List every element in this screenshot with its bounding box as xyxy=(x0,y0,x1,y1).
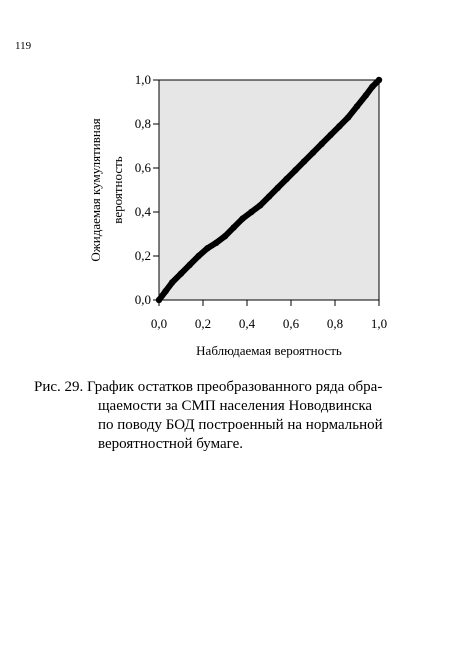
caption-line: Рис. 29. График остатков преобразованног… xyxy=(34,379,383,395)
x-tick-label: 0,2 xyxy=(195,316,211,331)
y-axis-label: Ожидаемая кумулятивная вероятность xyxy=(88,118,125,261)
x-tick-label: 0,6 xyxy=(283,316,300,331)
x-tick-label: 0,0 xyxy=(151,316,167,331)
data-point xyxy=(369,83,376,90)
data-point xyxy=(155,296,163,304)
y-tick-label: 0,4 xyxy=(135,204,152,219)
data-point xyxy=(230,224,237,231)
y-tick-label: 1,0 xyxy=(135,72,151,87)
y-tick-label: 0,0 xyxy=(135,292,151,307)
y-axis: 0,0 0,2 0,4 0,6 0,8 1,0 xyxy=(135,72,159,307)
data-point xyxy=(169,279,176,286)
x-tick-label: 0,8 xyxy=(327,316,343,331)
y-tick-label: 0,8 xyxy=(135,116,151,131)
data-point xyxy=(239,215,246,222)
data-point xyxy=(353,103,361,110)
data-point xyxy=(309,149,317,156)
data-point xyxy=(257,202,264,209)
data-point xyxy=(375,76,383,84)
data-point xyxy=(274,184,281,191)
data-point xyxy=(186,261,193,268)
series-group xyxy=(155,76,383,304)
data-point xyxy=(362,92,369,99)
data-point xyxy=(221,233,229,240)
figure-caption: Рис. 29. График остатков преобразованног… xyxy=(34,378,434,454)
data-point xyxy=(265,193,273,200)
caption-line: щаемости за СМП населения Новодвинска xyxy=(98,398,373,414)
data-point xyxy=(301,158,308,165)
data-point xyxy=(345,114,352,121)
data-point xyxy=(336,123,343,130)
plot-area xyxy=(158,79,380,301)
data-point xyxy=(204,245,211,252)
x-axis: 0,0 0,2 0,4 0,6 0,8 1,0 xyxy=(151,300,387,331)
data-point xyxy=(162,288,169,295)
data-point xyxy=(327,131,334,139)
y-axis-label-line: вероятность xyxy=(110,156,125,223)
data-point xyxy=(177,270,185,277)
data-point xyxy=(283,175,290,183)
data-point xyxy=(318,140,325,147)
y-tick-label: 0,6 xyxy=(135,160,152,175)
x-tick-label: 0,4 xyxy=(239,316,256,331)
x-tick-label: 1,0 xyxy=(371,316,387,331)
data-point xyxy=(292,167,299,174)
y-tick-label: 0,2 xyxy=(135,248,151,263)
page-number: 119 xyxy=(15,40,32,52)
caption-line: по поводу БОД построенный на нормальной xyxy=(98,417,383,433)
data-point xyxy=(248,208,255,216)
data-point xyxy=(195,252,202,260)
caption-line: вероятностной бумаге. xyxy=(98,436,244,452)
x-axis-label: Наблюдаемая вероятность xyxy=(196,343,342,358)
y-axis-label-line: Ожидаемая кумулятивная xyxy=(88,118,103,261)
data-point xyxy=(213,239,220,246)
